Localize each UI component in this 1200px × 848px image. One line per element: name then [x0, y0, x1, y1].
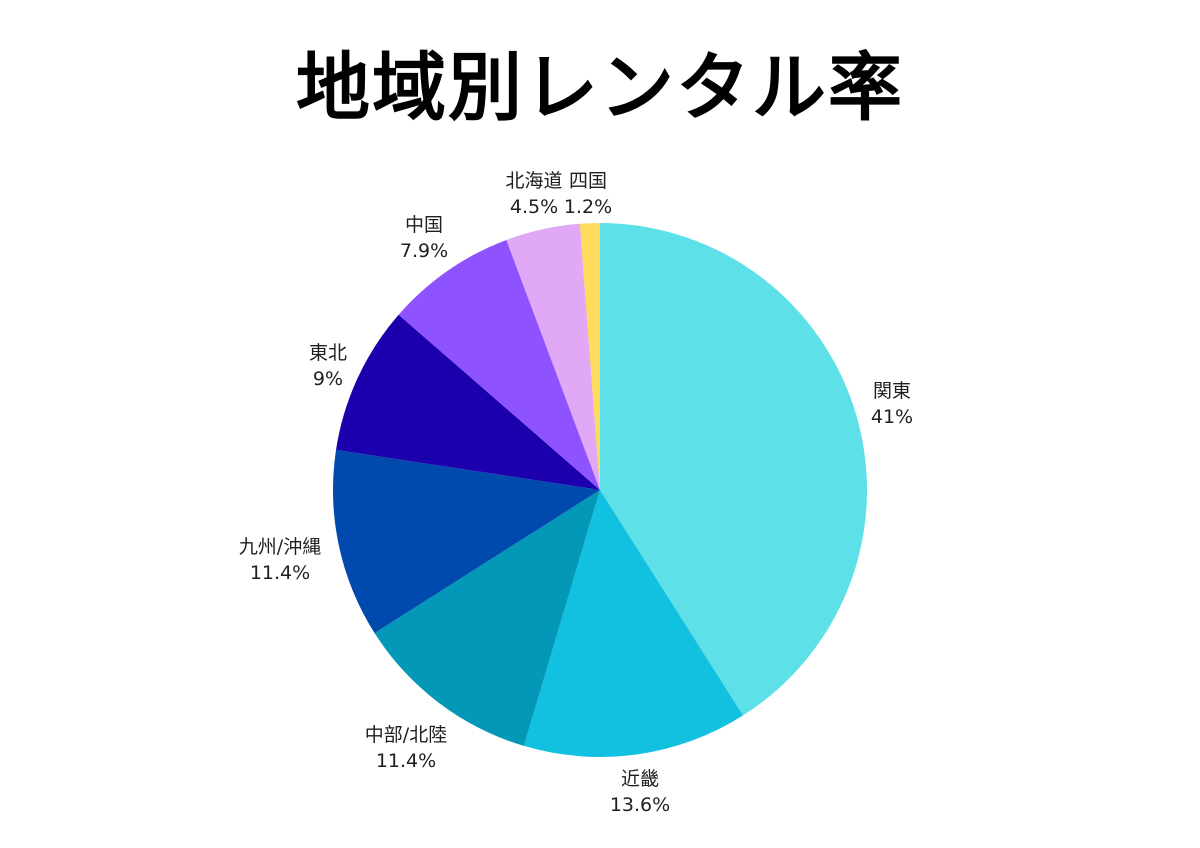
slice-label-name: 中国: [404, 214, 443, 236]
slice-label-name: 九州/沖縄: [238, 536, 322, 558]
pie-slice: [333, 449, 600, 634]
chart-title: 地域別レンタル率: [296, 45, 904, 131]
slice-label-name: 関東: [872, 380, 912, 402]
slice-label-name: 中部/北陸: [364, 724, 448, 746]
slice-label-percent: 11.4%: [249, 562, 311, 584]
pie-slice: [600, 223, 867, 716]
slice-label-name: 北海道: [505, 170, 563, 192]
pie-slice: [398, 239, 600, 490]
slice-label-name: 東北: [308, 342, 348, 364]
slice-label-chubu-hokuriku: 中部/北陸 11.4%: [365, 722, 447, 774]
slice-label-shikoku: 四国 1.2%: [564, 168, 612, 220]
slice-label-percent: 13.6%: [609, 794, 671, 816]
pie-slice: [336, 314, 600, 490]
slice-label-tohoku: 東北 9%: [309, 340, 347, 392]
slice-label-percent: 7.9%: [399, 240, 449, 262]
pie-slice: [506, 223, 600, 490]
slice-label-name: 近畿: [620, 768, 660, 790]
slice-label-name: 四国: [568, 170, 607, 192]
pie-slice: [579, 223, 600, 490]
slice-label-percent: 9%: [312, 368, 344, 390]
pie-slice: [523, 490, 744, 757]
slice-label-percent: 4.5%: [509, 196, 559, 218]
slice-label-kyushu-okinawa: 九州/沖縄 11.4%: [239, 534, 321, 586]
slice-label-hokkaido: 北海道 4.5%: [505, 168, 562, 220]
slice-label-percent: 11.4%: [375, 750, 437, 772]
pie-slice: [374, 490, 600, 746]
slice-label-chugoku: 中国 7.9%: [400, 212, 448, 264]
slice-label-percent: 41%: [870, 406, 914, 428]
slice-label-percent: 1.2%: [563, 196, 613, 218]
slice-label-kinki: 近畿 13.6%: [610, 766, 670, 818]
slice-label-kanto: 関東 41%: [871, 378, 913, 430]
